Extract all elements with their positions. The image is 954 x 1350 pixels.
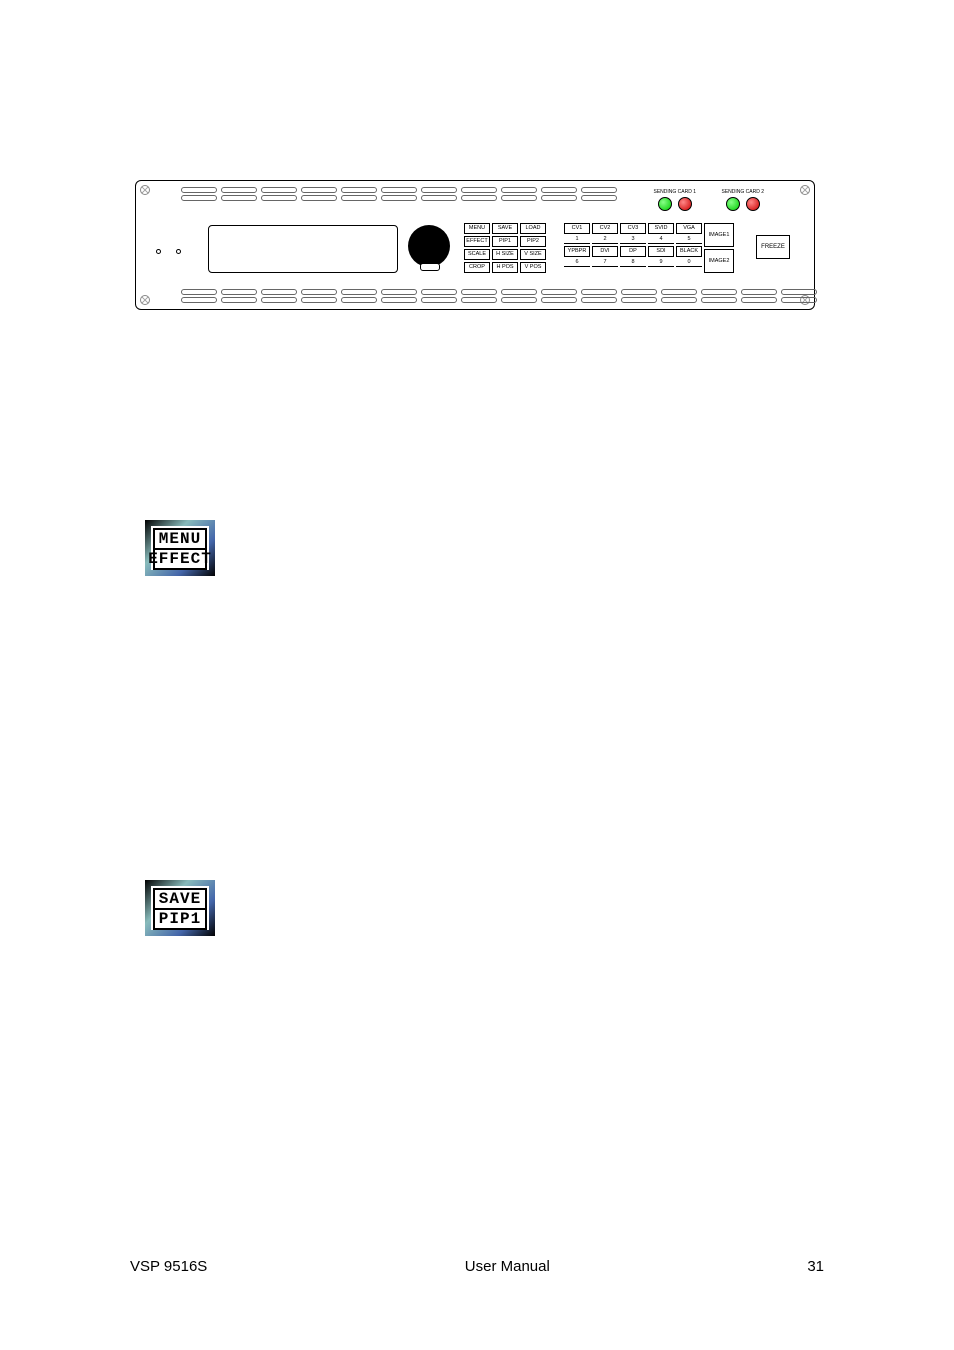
function-button-grid: MENU EFFECT SCALE CROP SAVE PIP1 H SIZE H POS LO… bbox=[464, 223, 546, 273]
led-green-icon bbox=[726, 197, 740, 211]
panel-button[interactable]: V POS bbox=[520, 262, 546, 273]
panel-button[interactable]: SCALE bbox=[464, 249, 490, 260]
input-button[interactable]: DVI bbox=[592, 246, 618, 257]
sending-card-2: SENDING CARD 2 bbox=[721, 189, 764, 211]
footer-title: User Manual bbox=[465, 1258, 550, 1275]
key-top-label: MENU bbox=[153, 528, 207, 549]
freeze-button[interactable]: FREEZE bbox=[756, 235, 790, 259]
led-green-icon bbox=[658, 197, 672, 211]
panel-button[interactable]: V SIZE bbox=[520, 249, 546, 260]
panel-button[interactable]: PIP1 bbox=[492, 236, 518, 247]
button-number: 9 bbox=[648, 257, 674, 267]
button-number: 3 bbox=[620, 234, 646, 244]
screw-icon bbox=[140, 185, 150, 195]
panel-button[interactable]: CROP bbox=[464, 262, 490, 273]
input-button[interactable]: CV2 bbox=[592, 223, 618, 234]
panel-button[interactable]: MENU bbox=[464, 223, 490, 234]
indicator-dot bbox=[176, 249, 181, 254]
led-red-icon bbox=[678, 197, 692, 211]
panel-button[interactable]: SAVE bbox=[492, 223, 518, 234]
image-button[interactable]: IMAGE1 bbox=[704, 223, 734, 247]
button-number: 2 bbox=[592, 234, 618, 244]
input-button[interactable]: BLACK bbox=[676, 246, 702, 257]
vent-row-bottom bbox=[181, 289, 817, 303]
panel-button[interactable]: H POS bbox=[492, 262, 518, 273]
panel-button[interactable]: PIP2 bbox=[520, 236, 546, 247]
input-button[interactable]: CV1 bbox=[564, 223, 590, 234]
button-number: 0 bbox=[676, 257, 702, 267]
menu-effect-key: MENU EFFECT bbox=[145, 520, 215, 576]
button-number: 5 bbox=[676, 234, 702, 244]
rotary-knob[interactable] bbox=[408, 225, 450, 267]
input-button[interactable]: SDI bbox=[648, 246, 674, 257]
key-bottom-label: EFFECT bbox=[153, 549, 207, 570]
panel-button[interactable]: LOAD bbox=[520, 223, 546, 234]
footer-model: VSP 9516S bbox=[130, 1258, 207, 1275]
button-number: 4 bbox=[648, 234, 674, 244]
footer-page: 31 bbox=[807, 1258, 824, 1275]
input-button[interactable]: CV3 bbox=[620, 223, 646, 234]
device-front-panel: MENU EFFECT SCALE CROP SAVE PIP1 H SIZE H POS LO… bbox=[135, 180, 815, 310]
lcd-display bbox=[208, 225, 398, 273]
button-number: 8 bbox=[620, 257, 646, 267]
key-top-label: SAVE bbox=[153, 888, 207, 909]
page-footer: VSP 9516S User Manual 31 bbox=[0, 1258, 954, 1275]
input-button[interactable]: YPBPR bbox=[564, 246, 590, 257]
save-pip1-key: SAVE PIP1 bbox=[145, 880, 215, 936]
indicator-dot bbox=[156, 249, 161, 254]
button-number: 6 bbox=[564, 257, 590, 267]
screw-icon bbox=[800, 185, 810, 195]
sending-card-1-label: SENDING CARD 1 bbox=[653, 189, 696, 195]
key-bottom-label: PIP1 bbox=[153, 909, 207, 930]
page: MENUEFFECTSCALECROPSAVEPIP1H SIZEH POSLO… bbox=[0, 0, 954, 1350]
sending-card-2-label: SENDING CARD 2 bbox=[721, 189, 764, 195]
input-button[interactable]: VGA bbox=[676, 223, 702, 234]
input-button[interactable]: SVID bbox=[648, 223, 674, 234]
input-button-grid: CV11 YPBPR6 CV22 DVI7 CV33 DP8 SVID4 SDI9 VGA5 BL… bbox=[564, 223, 734, 273]
button-number: 1 bbox=[564, 234, 590, 244]
image-button[interactable]: IMAGE2 bbox=[704, 249, 734, 273]
screw-icon bbox=[140, 295, 150, 305]
sending-card-1: SENDING CARD 1 bbox=[653, 189, 696, 211]
panel-button[interactable]: EFFECT bbox=[464, 236, 490, 247]
vent-row-top bbox=[181, 187, 617, 201]
input-button[interactable]: DP bbox=[620, 246, 646, 257]
led-red-icon bbox=[746, 197, 760, 211]
button-number: 7 bbox=[592, 257, 618, 267]
panel-button[interactable]: H SIZE bbox=[492, 249, 518, 260]
